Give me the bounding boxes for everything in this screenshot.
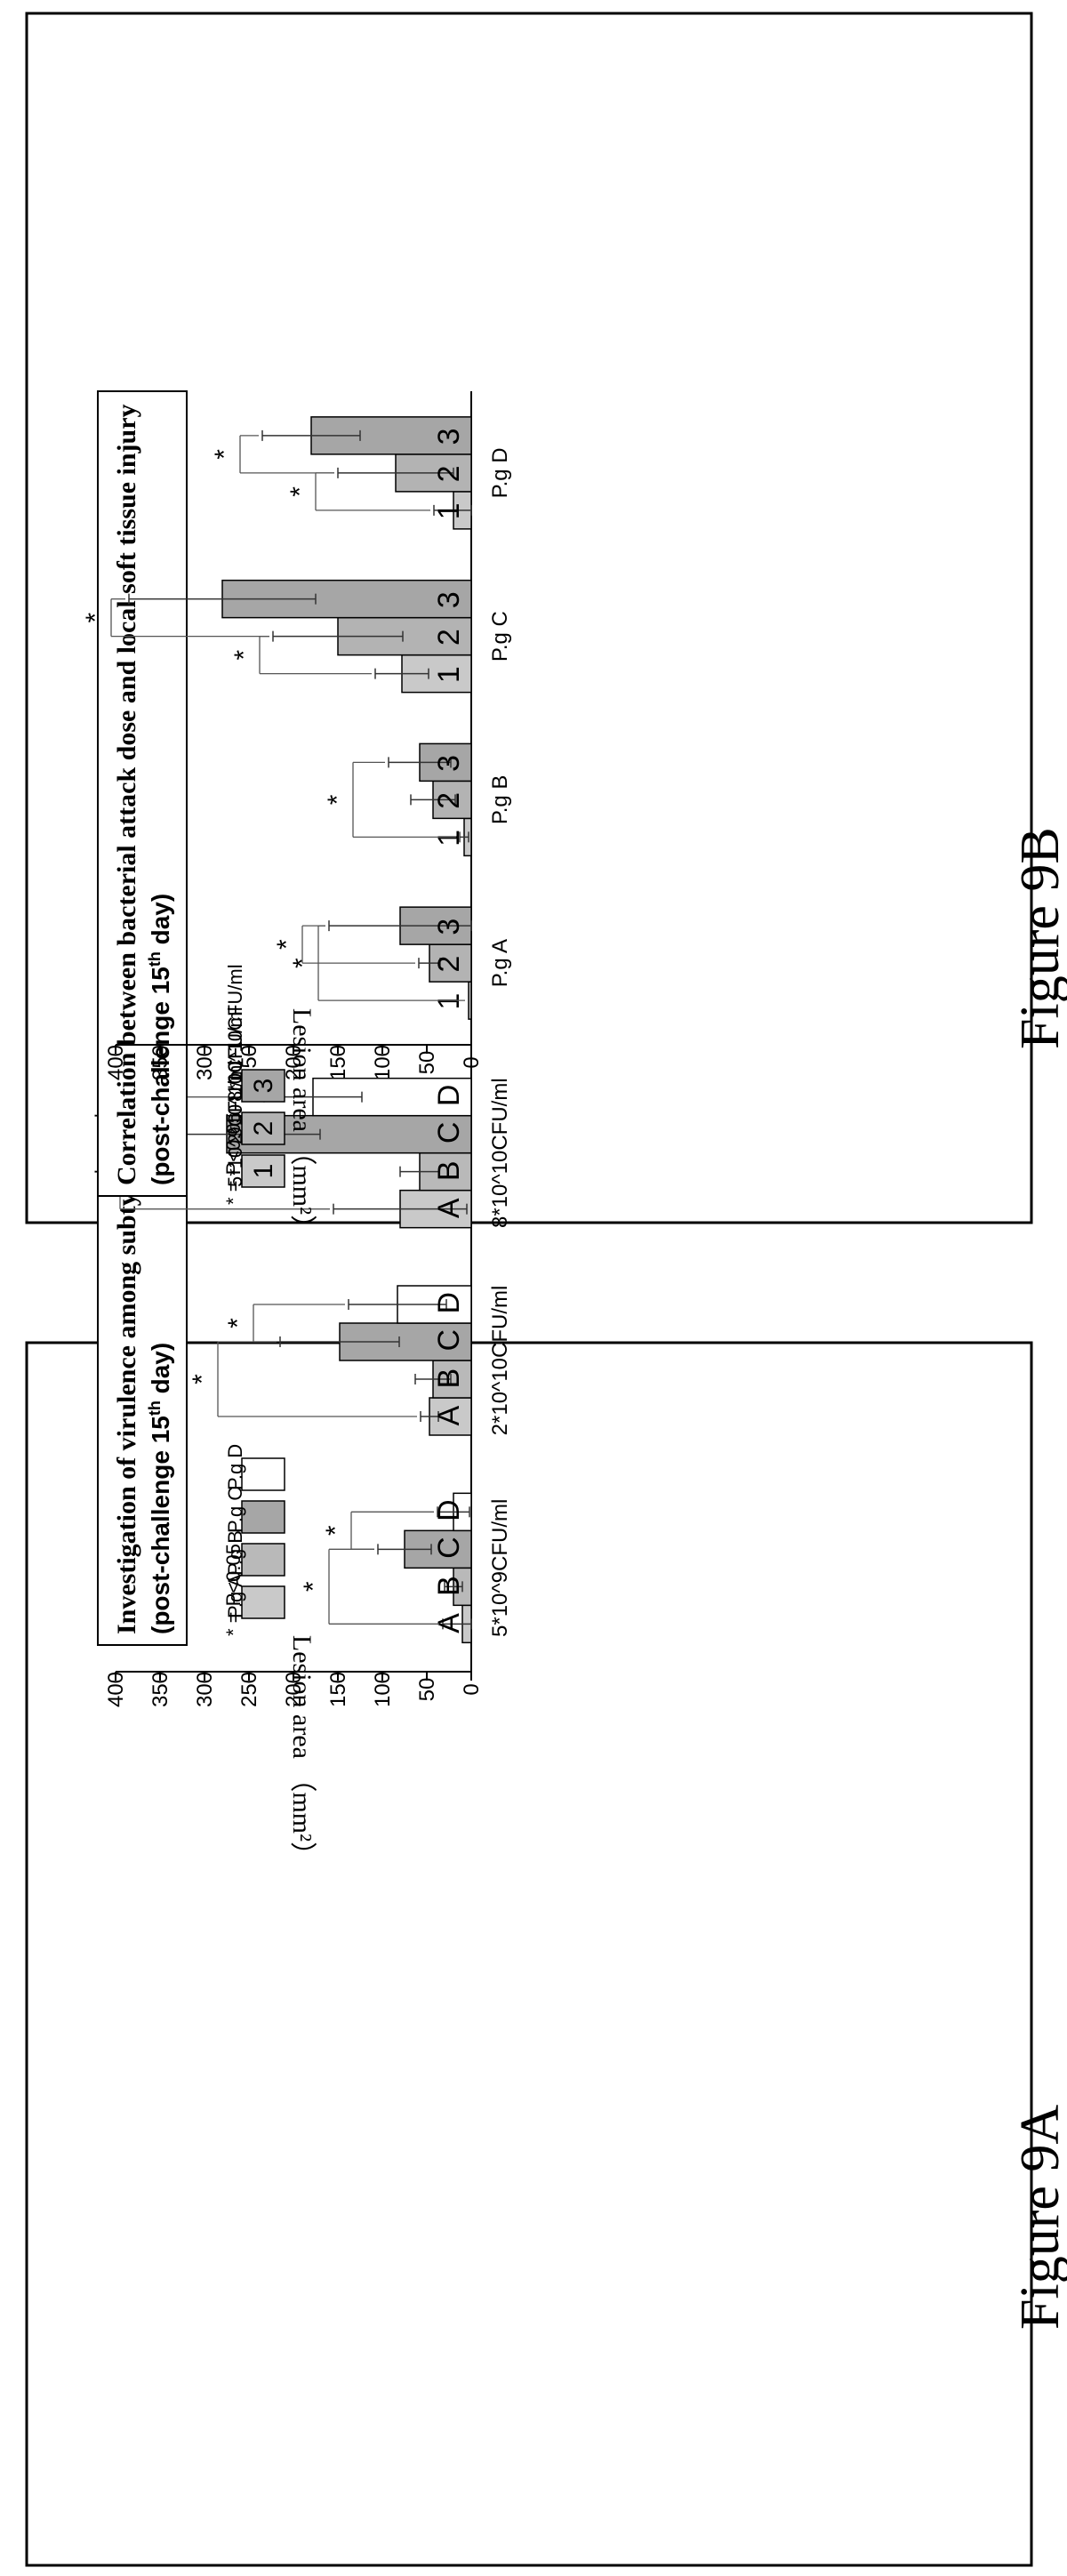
legend-label: 8*10^10CFU/ml — [224, 964, 246, 1102]
y-tick-label: 300 — [193, 1045, 217, 1080]
y-tick-label: 200 — [282, 1672, 306, 1707]
legend-label: P.g D — [224, 1444, 246, 1490]
figure-9a-frame — [25, 1341, 1033, 2567]
significance-mark: * — [81, 612, 110, 622]
significance-mark: * — [299, 1581, 328, 1592]
bar-label: 3 — [432, 755, 466, 772]
figure-9b-frame — [25, 12, 1033, 1224]
significance-mark: * — [188, 1374, 217, 1384]
bar-label: 1 — [432, 830, 466, 847]
x-tick-label: P.g C — [488, 611, 512, 662]
chart-9b: Correlation between bacterial attack dos… — [81, 390, 512, 1241]
legend-swatch — [241, 1543, 285, 1577]
y-tick-label: 200 — [282, 1045, 306, 1080]
significance-mark: * — [223, 1318, 253, 1328]
bar-label: 1 — [432, 666, 466, 683]
legend-label: P.g B — [224, 1530, 246, 1576]
legend-swatch-label: 3 — [249, 1079, 278, 1094]
bar-label: D — [432, 1499, 466, 1521]
figure-9b-caption: Figure 9B — [1010, 827, 1067, 1049]
legend-swatch — [241, 1111, 285, 1145]
y-tick-label: 50 — [415, 1678, 439, 1702]
legend-swatch — [241, 1457, 285, 1491]
bar-label: 3 — [432, 428, 466, 445]
x-tick-label: P.g A — [488, 939, 512, 987]
significance-mark: * — [229, 649, 259, 660]
bar-label: 3 — [432, 919, 466, 935]
legend-swatch — [241, 1500, 285, 1534]
chart-title: Correlation between bacterial attack dos… — [112, 404, 141, 1185]
y-tick-label: 400 — [104, 1045, 128, 1080]
y-tick-label: 300 — [193, 1672, 217, 1707]
legend-swatch-label: 1 — [249, 1164, 278, 1179]
bar-label: A — [432, 1406, 466, 1426]
bar-label: D — [432, 1085, 466, 1107]
bar-label: 2 — [432, 792, 466, 809]
bar-label: 1 — [432, 993, 466, 1010]
bar-label: A — [432, 1613, 466, 1633]
y-tick-label: 100 — [371, 1045, 395, 1080]
bar-label: B — [432, 1576, 466, 1596]
bar-label: 2 — [432, 465, 466, 482]
bar-label: C — [432, 1329, 466, 1352]
bar — [468, 981, 472, 1020]
y-tick-label: 100 — [371, 1672, 395, 1707]
bar-label: 2 — [432, 956, 466, 973]
bar-label: B — [432, 1160, 466, 1181]
significance-mark: * — [272, 939, 301, 950]
y-tick-label: 250 — [237, 1672, 261, 1707]
legend-swatch — [241, 1585, 285, 1619]
legend-label: P.g A — [224, 1574, 246, 1618]
bar-label: 1 — [432, 502, 466, 519]
x-tick-label: 8*10^10CFU/ml — [488, 1078, 512, 1228]
significance-note: * = P<0.05 — [222, 1544, 245, 1636]
legend-swatch — [241, 1154, 285, 1188]
x-tick-label: 2*10^10CFU/ml — [488, 1286, 512, 1436]
x-tick-label: P.g B — [488, 775, 512, 825]
bar-label: 3 — [432, 591, 466, 608]
figure-9a-caption: Figure 9A — [1010, 2105, 1067, 2330]
bar-label: 2 — [432, 629, 466, 646]
legend-swatch — [241, 1069, 285, 1103]
legend-label: P.g C — [224, 1487, 246, 1533]
bar-label: C — [432, 1537, 466, 1559]
y-axis-label: Lesion area （mm²） — [287, 1008, 317, 1241]
bar-label: B — [432, 1368, 466, 1389]
chart-subtitle: (post-challenge 15th day) — [146, 894, 174, 1185]
significance-mark: * — [285, 486, 315, 497]
x-tick-label: P.g D — [488, 447, 512, 498]
y-tick-label: 0 — [460, 1056, 484, 1068]
y-tick-label: 150 — [326, 1672, 350, 1707]
bar-label: C — [432, 1122, 466, 1144]
y-tick-label: 0 — [460, 1683, 484, 1695]
bar-label: D — [432, 1292, 466, 1314]
y-tick-label: 50 — [415, 1051, 439, 1075]
bar-label: A — [432, 1198, 466, 1218]
y-axis-label: Lesion area （mm²） — [287, 1635, 317, 1868]
x-tick-label: 5*10^9CFU/ml — [488, 1499, 512, 1637]
y-tick-label: 400 — [104, 1672, 128, 1707]
significance-mark: * — [210, 449, 239, 460]
significance-note: * = P<0.05 — [222, 1112, 245, 1205]
chart-subtitle: (post-challenge 15th day) — [146, 1343, 174, 1634]
y-tick-label: 150 — [326, 1045, 350, 1080]
y-tick-label: 350 — [148, 1045, 172, 1080]
significance-mark: * — [323, 794, 352, 805]
significance-mark: * — [321, 1525, 350, 1536]
chart-title-box — [97, 390, 188, 1197]
legend-swatch-label: 2 — [249, 1121, 278, 1136]
y-tick-label: 350 — [148, 1672, 172, 1707]
